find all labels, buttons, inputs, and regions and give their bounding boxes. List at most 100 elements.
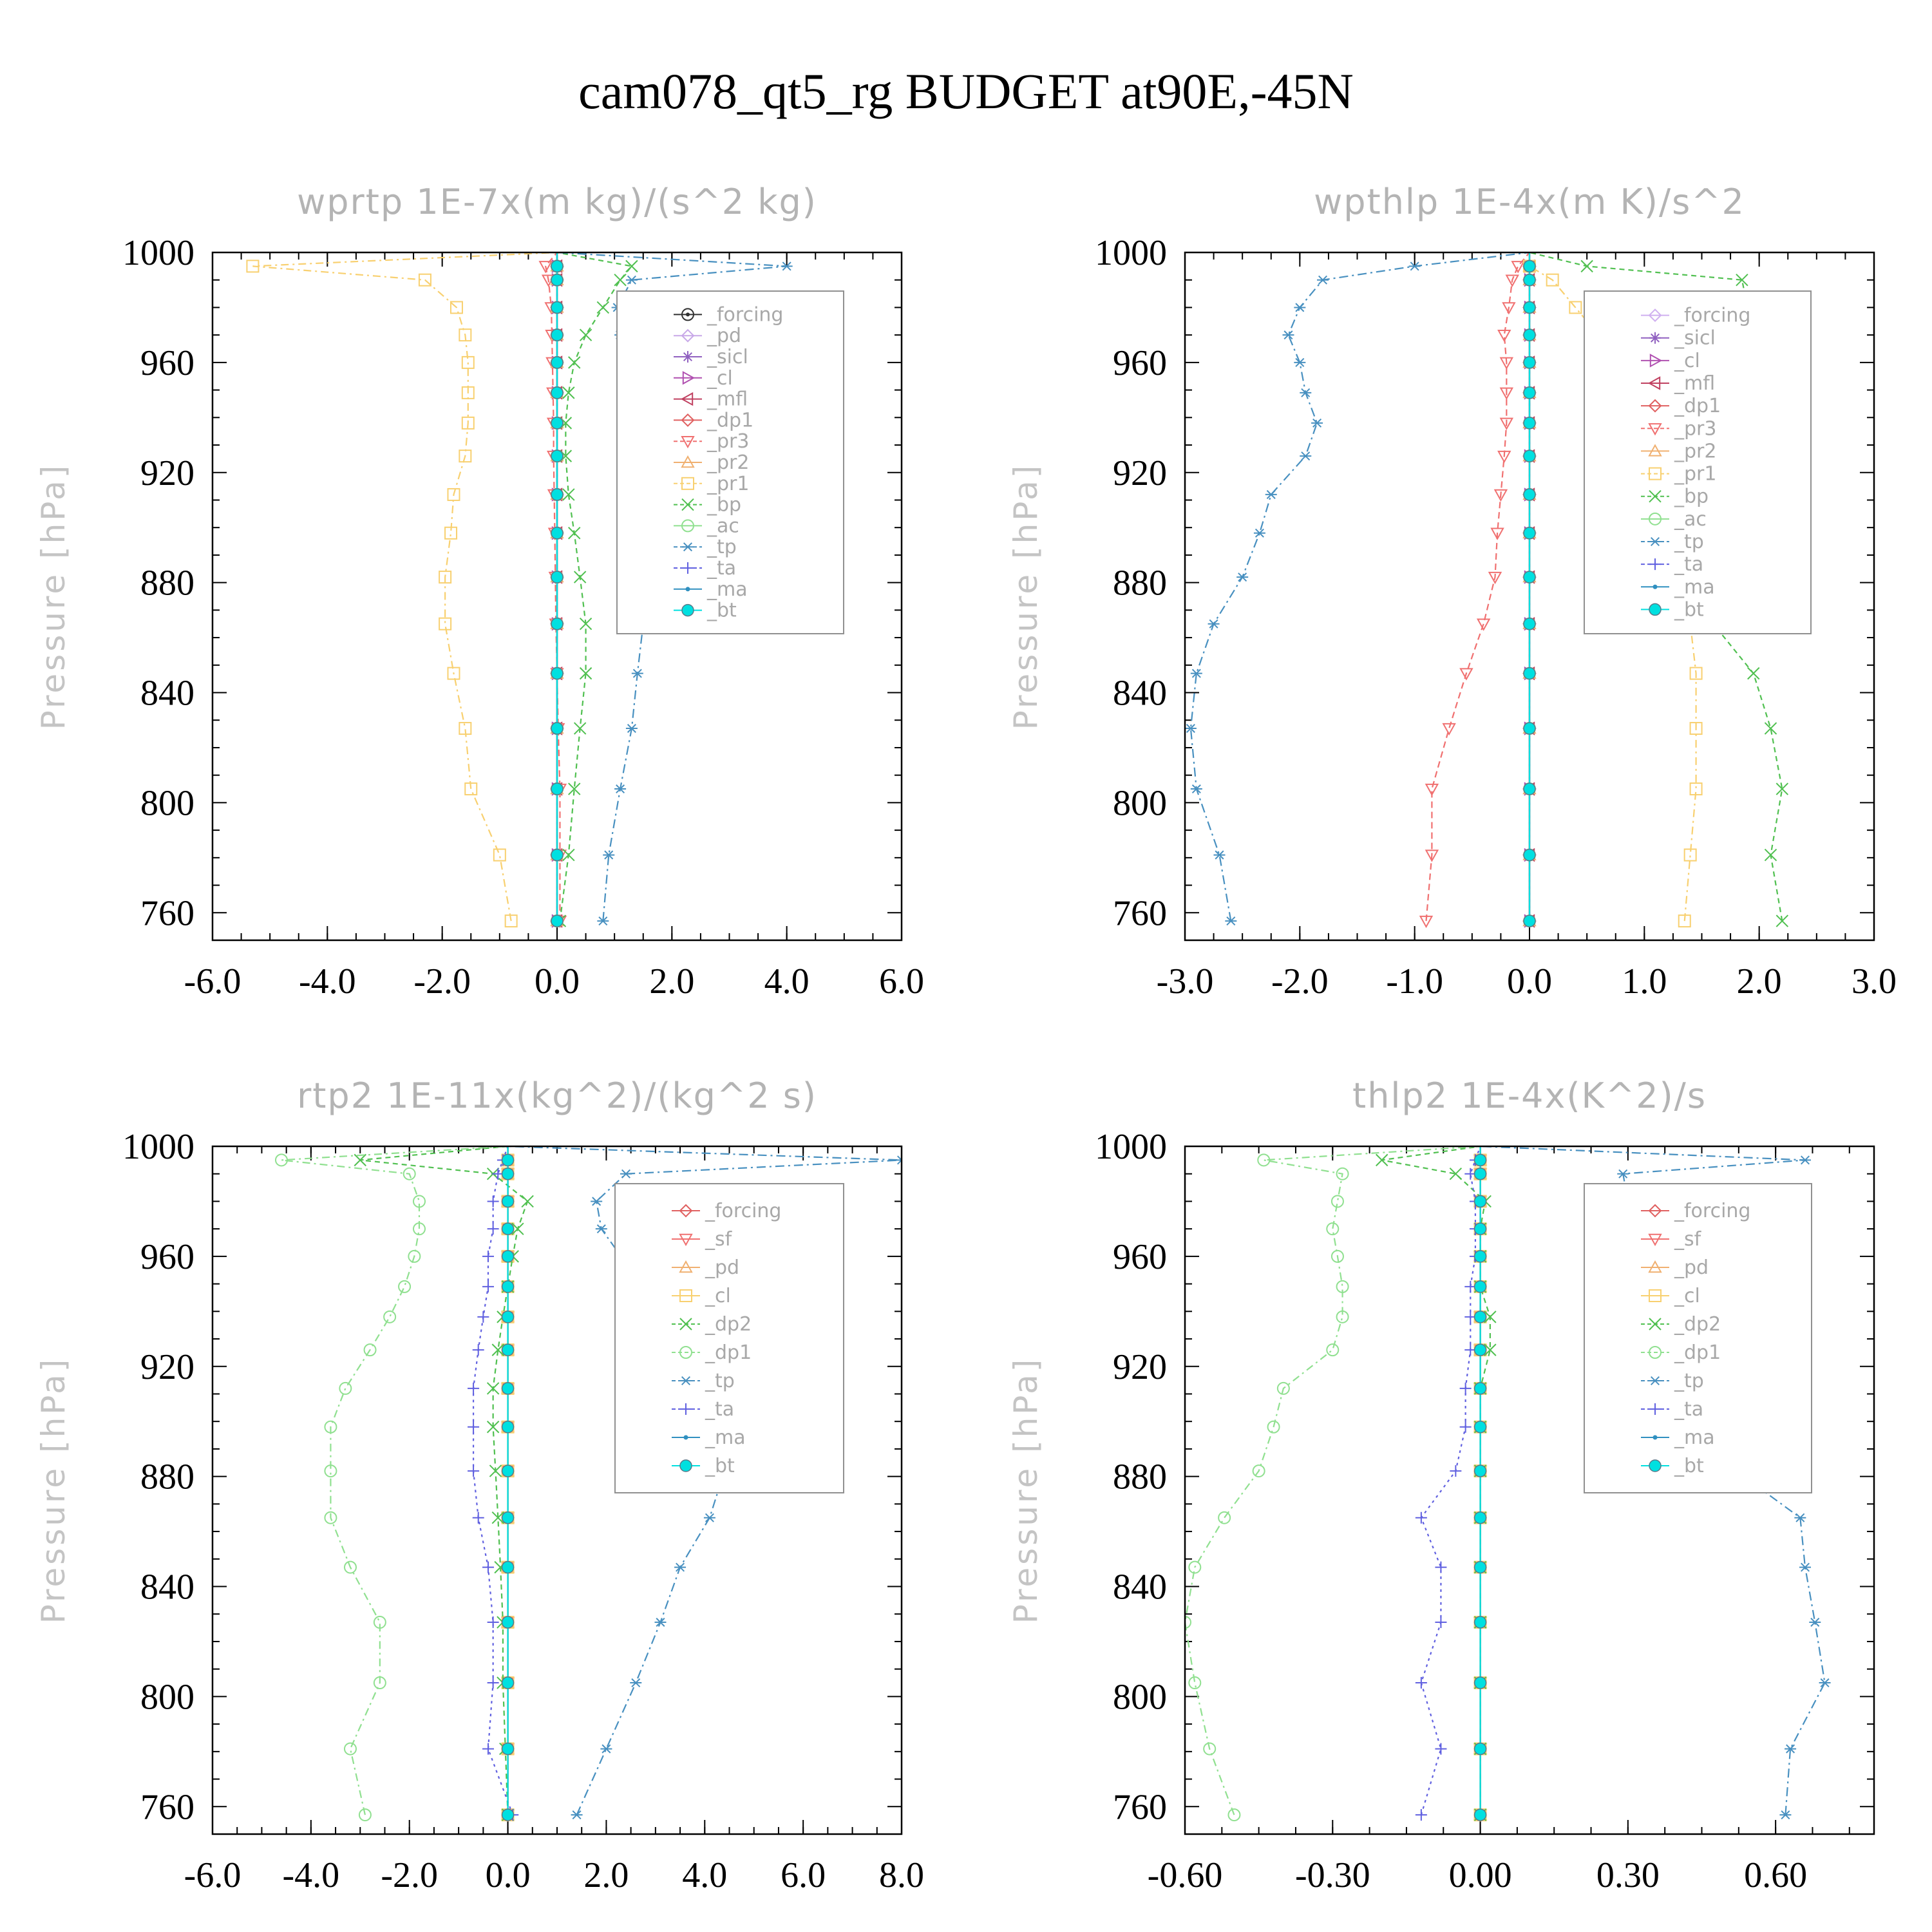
y-tick-label: 800 (140, 1677, 194, 1717)
legend-marker (1649, 1403, 1661, 1415)
data-point (464, 782, 478, 796)
data-point (1523, 273, 1536, 287)
x-tick-label: 6.0 (879, 961, 924, 1001)
legend-label: _sicl (706, 346, 748, 368)
legend-label: _ta (1674, 553, 1703, 576)
legend-label: _pr3 (1674, 417, 1716, 440)
plot-frame (1184, 1145, 1875, 1835)
data-point (1203, 1742, 1217, 1756)
data-point (521, 1195, 534, 1208)
legend-marker (682, 371, 696, 385)
series-pr1 (246, 252, 558, 928)
y-tick-label: 1000 (1095, 233, 1167, 273)
data-point (1473, 1382, 1487, 1395)
data-point (501, 1382, 515, 1395)
data-point (1776, 914, 1789, 927)
legend-label: _pr1 (1674, 463, 1716, 486)
x-tick-label: 0.60 (1744, 1855, 1807, 1895)
legend-label: _pr1 (706, 473, 749, 495)
data-point (501, 1742, 515, 1756)
x-tick-label: -4.0 (299, 961, 356, 1001)
data-point (551, 722, 564, 735)
data-point (1689, 667, 1703, 680)
data-point (383, 1310, 397, 1323)
data-point (1218, 1511, 1231, 1524)
data-point (551, 301, 564, 314)
legend-marker (1649, 603, 1662, 616)
legend-item: _pd (1641, 1256, 1709, 1279)
legend-label: _mfl (706, 388, 748, 411)
data-point (461, 416, 475, 430)
x-tick-label: -6.0 (184, 961, 242, 1001)
data-point (1415, 1511, 1427, 1524)
data-point (246, 260, 260, 273)
series-bt (1473, 1146, 1487, 1821)
data-point (1473, 1153, 1487, 1167)
data-point (493, 848, 506, 862)
data-point (1683, 848, 1697, 862)
legend-item: _bp (1641, 486, 1709, 508)
data-point (1617, 1169, 1629, 1179)
legend-item: _cl (1641, 1285, 1700, 1307)
data-point (501, 1195, 515, 1208)
legend-label: _sicl (1674, 327, 1716, 350)
plot-frame (211, 251, 903, 942)
chart-panel-4: thlp2 1E-4x(K^2)/s Pressure [hPa] 760 800 84… (1007, 1075, 1875, 1895)
x-tick-label: 1.0 (1622, 961, 1667, 1001)
legend-label: _bp (706, 494, 741, 516)
legend-label: _sf (705, 1228, 733, 1251)
data-point (1523, 488, 1536, 501)
series-ta (468, 1146, 519, 1821)
data-point (275, 1153, 288, 1167)
data-point (1523, 356, 1536, 369)
plot-area (275, 1146, 902, 1834)
series-bt (501, 1146, 515, 1821)
x-tick-label: 0.30 (1596, 1855, 1660, 1895)
legend: _forcing_pd_sicl_cl_mfl_dp1_pr3_pr2_pr1_… (616, 290, 844, 634)
y-axis-label: Pressure [hPa] (35, 1357, 72, 1624)
y-tick-label: 880 (140, 564, 194, 603)
legend-marker (1648, 444, 1662, 457)
data-point (600, 1744, 612, 1754)
plot-area (1185, 252, 1789, 940)
data-point (1736, 274, 1748, 287)
data-point (358, 1808, 372, 1822)
data-point (1523, 417, 1536, 430)
legend-box (1584, 290, 1812, 634)
data-point (1252, 1464, 1265, 1478)
series-line (281, 1146, 508, 1815)
legend-marker (1648, 1260, 1662, 1273)
data-point (551, 526, 564, 540)
y-tick-label: 760 (140, 1787, 194, 1827)
series-line (1189, 252, 1530, 922)
data-point (1227, 1808, 1241, 1822)
y-tick-label: 800 (1113, 783, 1167, 823)
data-point (1785, 1744, 1797, 1754)
legend-marker (1649, 467, 1662, 480)
legend-label: _ta (1674, 1398, 1703, 1421)
x-tick-label: -2.0 (413, 961, 471, 1001)
y-tick-label: 800 (1113, 1677, 1167, 1717)
data-point (551, 386, 564, 399)
legend-label: _tp (705, 1370, 735, 1392)
data-point (1490, 527, 1504, 540)
series-dp2 (1376, 1146, 1497, 1821)
data-point (1317, 275, 1329, 285)
data-point (1764, 722, 1777, 735)
x-tick-label: 3.0 (1852, 961, 1897, 1001)
legend-marker (1649, 1318, 1662, 1331)
legend-item: _forcing (672, 1200, 781, 1222)
data-point (1300, 388, 1312, 397)
data-point (1415, 1809, 1427, 1821)
data-point (1523, 848, 1536, 862)
data-point (468, 1382, 480, 1394)
data-point (486, 1382, 500, 1395)
data-point (620, 1169, 632, 1179)
data-point (501, 1280, 515, 1293)
legend-label: _tp (706, 536, 737, 558)
data-point (1569, 301, 1582, 314)
data-point (501, 1676, 515, 1689)
data-point (1776, 782, 1789, 795)
data-point (501, 1250, 515, 1263)
y-tick-label: 1000 (1095, 1127, 1167, 1167)
